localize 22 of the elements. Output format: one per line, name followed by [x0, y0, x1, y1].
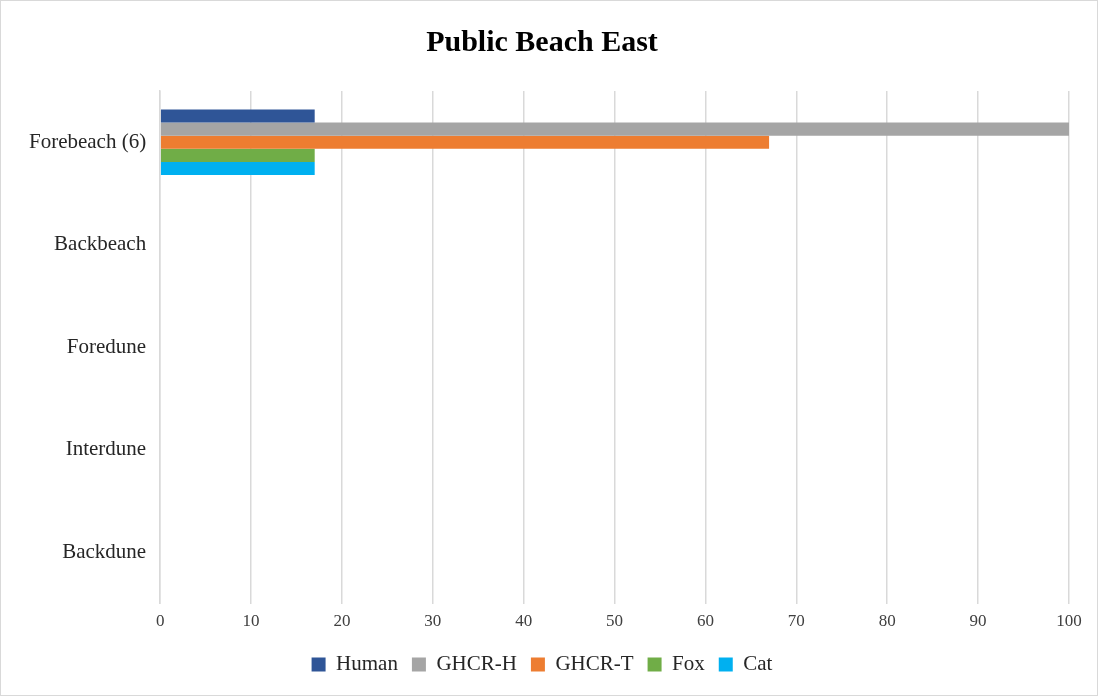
y-tick-label: Forebeach (6)	[28, 128, 147, 153]
x-tick-label: 70	[787, 611, 805, 631]
x-tick-label: 30	[424, 611, 442, 631]
x-tick-label: 80	[878, 611, 896, 631]
x-tick-label: 50	[606, 611, 624, 631]
x-tick-label: 0	[155, 611, 165, 631]
legend-label: Fox	[672, 651, 706, 676]
y-tick-label: Interdune	[65, 436, 147, 461]
x-tick-label: 40	[515, 611, 533, 631]
legend-label: GHCR-T	[555, 651, 634, 676]
y-tick-label: Backbeach	[54, 231, 147, 256]
x-tick-label: 10	[242, 611, 260, 631]
x-tick-label: 100	[1056, 611, 1082, 631]
legend-label: GHCR-H	[436, 651, 517, 676]
legend-label: Human	[336, 651, 399, 676]
x-tick-label: 90	[969, 611, 987, 631]
legend-label: Cat	[743, 651, 773, 676]
y-tick-label: Foredune	[66, 333, 147, 358]
x-tick-label: 20	[333, 611, 351, 631]
chart-title: Public Beach East	[426, 23, 658, 57]
y-tick-label: Backdune	[62, 538, 147, 563]
x-tick-label: 60	[696, 611, 714, 631]
